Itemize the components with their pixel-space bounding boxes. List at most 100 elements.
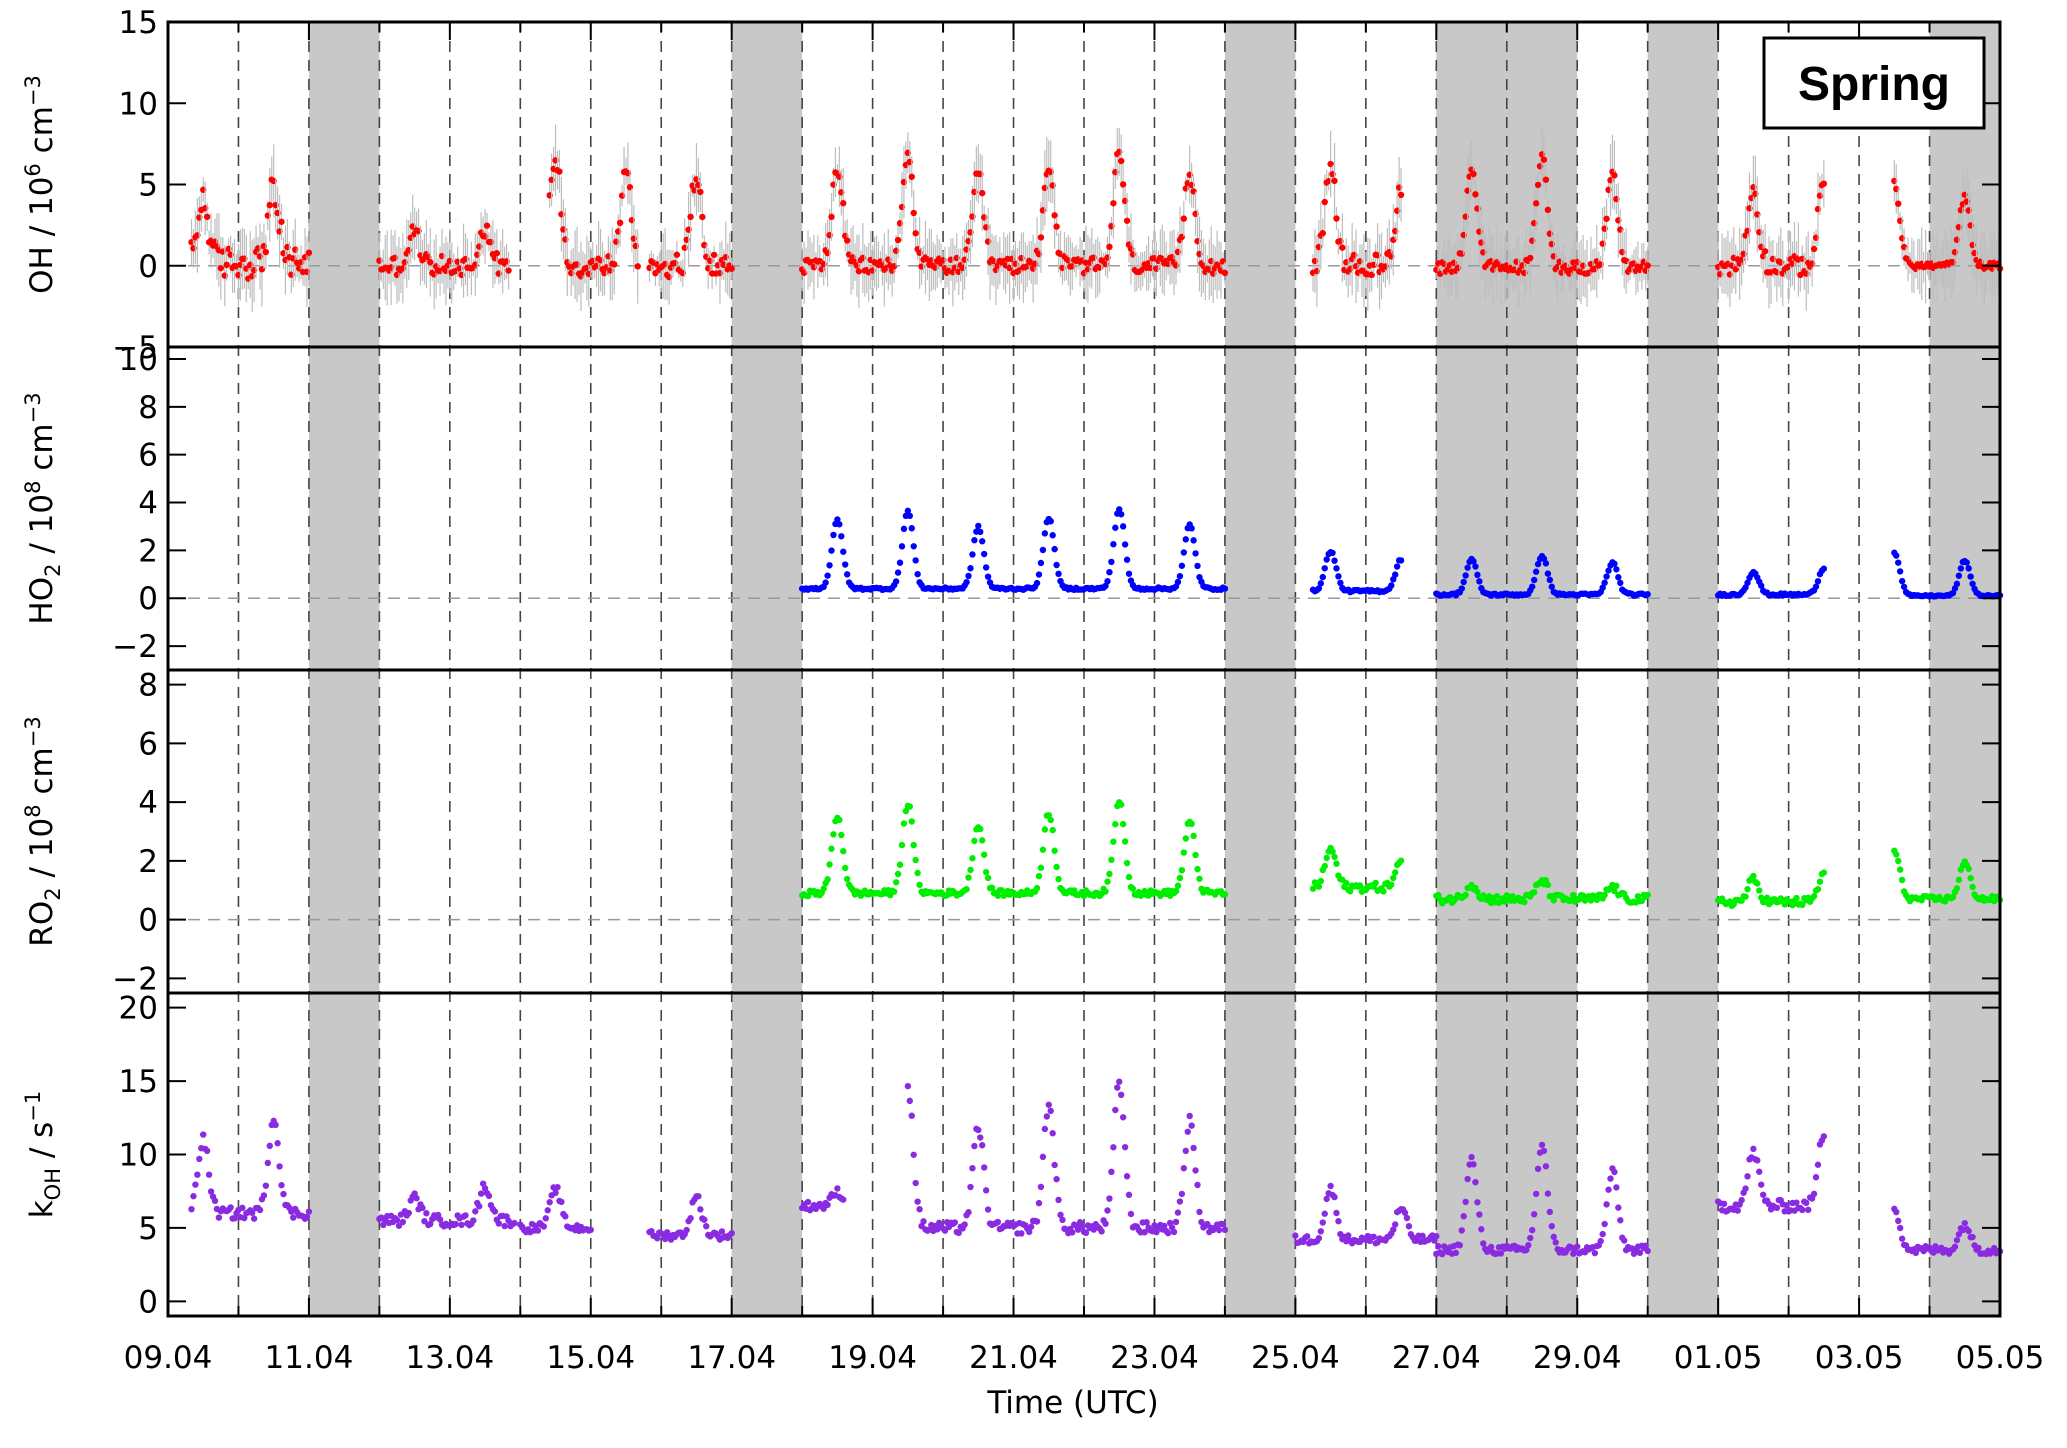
data-point-koh bbox=[1104, 1207, 1111, 1214]
y-axis-title-part: cm bbox=[24, 106, 60, 163]
data-point-ho2 bbox=[1190, 537, 1197, 544]
data-point-oh bbox=[1321, 198, 1328, 206]
data-point-koh bbox=[1190, 1144, 1197, 1152]
data-point-oh bbox=[1470, 170, 1477, 178]
data-point-koh bbox=[1642, 1242, 1649, 1249]
data-point-koh bbox=[1321, 1210, 1328, 1217]
data-point-ro2 bbox=[1462, 891, 1469, 899]
data-point-koh bbox=[840, 1196, 847, 1203]
data-point-koh bbox=[1204, 1220, 1211, 1228]
data-point-koh bbox=[1127, 1210, 1135, 1218]
data-point-ro2 bbox=[900, 820, 908, 827]
data-point-koh bbox=[227, 1204, 234, 1211]
data-point-ho2 bbox=[904, 507, 912, 515]
data-point-koh bbox=[405, 1209, 412, 1217]
data-point-koh bbox=[544, 1207, 551, 1214]
data-point-koh bbox=[1170, 1228, 1178, 1236]
data-point-koh bbox=[1955, 1231, 1963, 1238]
data-point-oh bbox=[697, 188, 704, 196]
data-point-ro2 bbox=[977, 825, 984, 833]
data-point-ro2 bbox=[916, 881, 923, 888]
data-point-ro2 bbox=[1108, 856, 1115, 864]
data-point-ho2 bbox=[1532, 568, 1540, 575]
data-point-oh bbox=[828, 213, 835, 221]
data-point-ro2 bbox=[1049, 826, 1056, 834]
data-point-koh bbox=[1570, 1250, 1577, 1257]
data-point-oh bbox=[427, 259, 434, 266]
data-point-koh bbox=[1110, 1144, 1117, 1151]
data-point-ho2 bbox=[896, 559, 904, 566]
data-point-koh bbox=[1530, 1211, 1538, 1218]
y-tick-label: −5 bbox=[112, 330, 158, 366]
data-point-koh bbox=[1452, 1249, 1460, 1257]
data-point-koh bbox=[1544, 1190, 1552, 1197]
data-point-koh bbox=[1462, 1198, 1469, 1206]
y-axis-title-sup: −3 bbox=[21, 392, 45, 423]
data-point-ro2 bbox=[1331, 853, 1338, 861]
data-point-koh bbox=[1895, 1217, 1902, 1225]
data-point-koh bbox=[1405, 1223, 1413, 1230]
data-point-koh bbox=[1474, 1199, 1481, 1206]
data-point-ho2 bbox=[843, 571, 851, 578]
data-point-koh bbox=[1814, 1161, 1822, 1168]
data-point-ro2 bbox=[1601, 891, 1608, 899]
panel-koh-series bbox=[188, 1078, 2004, 1258]
data-point-koh bbox=[1018, 1230, 1025, 1237]
data-point-oh bbox=[1117, 157, 1125, 165]
data-point-ro2 bbox=[980, 851, 988, 858]
data-point-ro2 bbox=[838, 831, 845, 839]
data-point-koh bbox=[1527, 1234, 1534, 1242]
data-point-ho2 bbox=[1615, 574, 1622, 581]
data-point-koh bbox=[1480, 1240, 1487, 1247]
data-point-ho2 bbox=[1317, 580, 1325, 587]
data-point-koh bbox=[419, 1204, 426, 1212]
data-point-koh bbox=[423, 1210, 430, 1217]
data-point-ho2 bbox=[1121, 541, 1129, 548]
data-point-ho2 bbox=[1178, 562, 1186, 569]
data-series bbox=[188, 124, 2004, 1258]
data-point-oh bbox=[1472, 191, 1479, 198]
data-point-ro2 bbox=[1104, 878, 1111, 885]
y-tick-label: 5 bbox=[138, 168, 158, 204]
data-point-koh bbox=[272, 1121, 279, 1129]
data-point-koh bbox=[1141, 1229, 1148, 1236]
data-point-koh bbox=[1975, 1244, 1982, 1252]
data-point-koh bbox=[1117, 1091, 1125, 1099]
y-axis-title-part: / s bbox=[24, 1122, 60, 1168]
data-point-ro2 bbox=[910, 841, 917, 849]
data-point-ro2 bbox=[1392, 869, 1399, 876]
data-point-ro2 bbox=[1799, 901, 1806, 909]
data-point-koh bbox=[1744, 1173, 1751, 1180]
data-point-koh bbox=[1164, 1229, 1172, 1237]
data-point-koh bbox=[546, 1199, 553, 1206]
data-point-koh bbox=[1045, 1101, 1052, 1108]
data-point-oh bbox=[840, 200, 847, 207]
data-point-koh bbox=[1403, 1214, 1411, 1222]
data-point-ro2 bbox=[1474, 888, 1481, 896]
data-point-oh bbox=[1221, 269, 1229, 277]
data-point-koh bbox=[192, 1181, 199, 1188]
data-point-ho2 bbox=[1039, 546, 1047, 554]
data-point-koh bbox=[256, 1206, 264, 1214]
data-point-koh bbox=[1106, 1195, 1113, 1202]
data-point-oh bbox=[728, 265, 735, 272]
data-point-oh bbox=[1339, 244, 1346, 251]
data-point-koh bbox=[1636, 1249, 1644, 1257]
data-point-ro2 bbox=[1372, 879, 1379, 887]
data-point-ro2 bbox=[1967, 874, 1974, 882]
data-point-koh bbox=[239, 1204, 246, 1212]
x-tick-label: 23.04 bbox=[1110, 1340, 1199, 1376]
data-point-ho2 bbox=[1321, 565, 1328, 572]
data-point-ro2 bbox=[1744, 885, 1751, 893]
data-point-ro2 bbox=[902, 807, 910, 815]
data-point-koh bbox=[1542, 1163, 1550, 1170]
data-point-oh bbox=[305, 249, 313, 256]
data-point-ho2 bbox=[1106, 568, 1113, 576]
data-point-oh bbox=[855, 268, 863, 275]
data-point-ro2 bbox=[1182, 835, 1189, 842]
data-point-ro2 bbox=[1102, 888, 1109, 895]
data-point-ro2 bbox=[820, 885, 827, 892]
data-point-oh bbox=[1532, 200, 1540, 207]
data-point-ho2 bbox=[1617, 579, 1624, 587]
